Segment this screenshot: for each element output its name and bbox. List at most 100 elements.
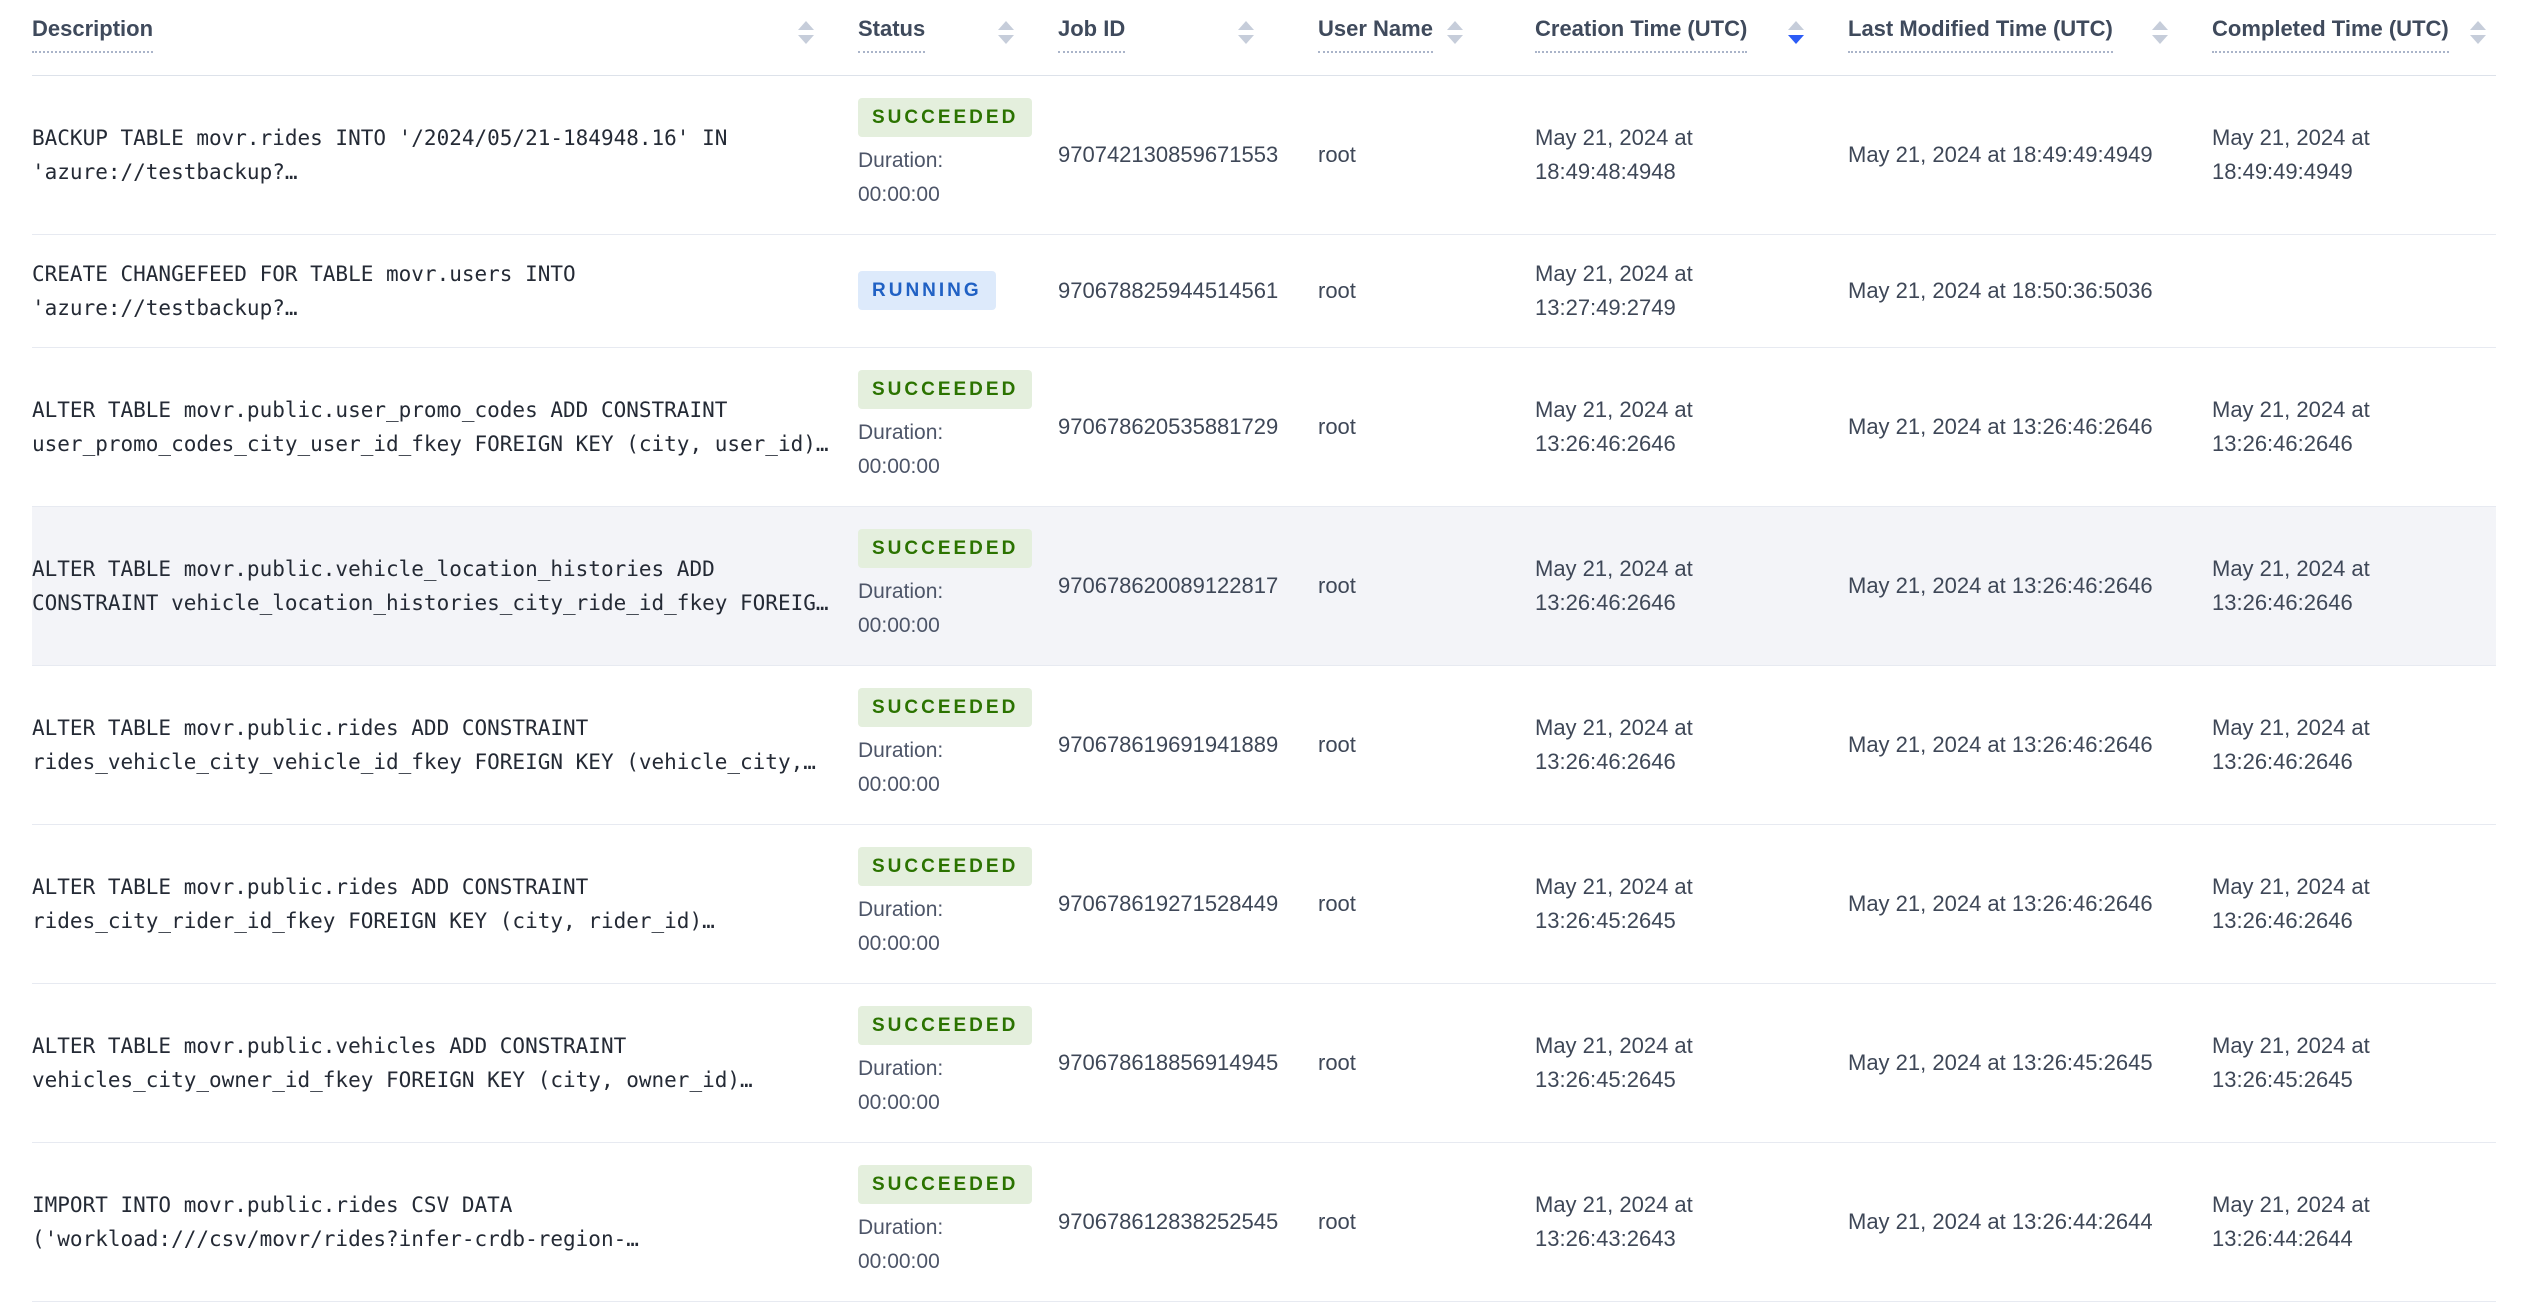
sort-arrow-down-icon <box>798 35 814 44</box>
job-id: 970678612838252545 <box>1058 1208 1279 1234</box>
user-name: root <box>1318 1208 1356 1234</box>
status-badge: SUCCEEDED <box>858 369 1033 409</box>
completed-time: May 21, 2024 at 13:26:46:2646 <box>2212 873 2370 933</box>
description-cell: IMPORT INTO movr.public.rides CSV DATA (… <box>32 1142 858 1301</box>
sort-arrow-up-icon <box>2152 21 2168 30</box>
job-description-line2: rides_city_rider_id_fkey FOREIGN KEY (ci… <box>32 908 715 933</box>
sort-arrow-up-icon <box>998 21 1014 30</box>
creation-time: May 21, 2024 at 13:26:45:2645 <box>1535 1032 1693 1092</box>
job-description-line2: ('workload:///csv/movr/rides?infer-crdb-… <box>32 1226 639 1251</box>
job-id: 970678620089122817 <box>1058 572 1279 598</box>
last-modified-time: May 21, 2024 at 13:26:46:2646 <box>1848 572 2153 598</box>
job-description-link[interactable]: IMPORT INTO movr.public.rides CSV DATA (… <box>32 1188 834 1256</box>
description-cell: ALTER TABLE movr.public.vehicle_location… <box>32 506 858 665</box>
sort-arrow-up-icon <box>1447 21 1463 30</box>
job-duration-label: Duration: <box>858 1215 944 1239</box>
job-description-line2: 'azure://testbackup?… <box>32 159 298 184</box>
column-header-label: User Name <box>1318 16 1433 53</box>
job-id: 970678619691941889 <box>1058 731 1279 757</box>
job-duration: Duration: 00:00:00 <box>858 1052 1034 1120</box>
last-modified-time: May 21, 2024 at 13:26:44:2644 <box>1848 1208 2153 1234</box>
completed-time: May 21, 2024 at 13:26:45:2645 <box>2212 1032 2370 1092</box>
job-id: 970678825944514561 <box>1058 277 1279 303</box>
creation-time-cell: May 21, 2024 at 13:26:43:2643 <box>1535 1142 1848 1301</box>
job-description-link[interactable]: ALTER TABLE movr.public.rides ADD CONSTR… <box>32 870 834 938</box>
column-header-label: Status <box>858 16 926 53</box>
sort-icon[interactable] <box>798 21 814 44</box>
user-name-cell: root <box>1318 347 1535 506</box>
completed-time-cell <box>2212 234 2496 347</box>
sort-arrow-down-icon <box>1788 35 1804 44</box>
sort-arrow-up-icon <box>2470 21 2486 30</box>
last-modified-time: May 21, 2024 at 13:26:45:2645 <box>1848 1049 2153 1075</box>
creation-time: May 21, 2024 at 13:26:45:2645 <box>1535 873 1693 933</box>
column-header[interactable]: Creation Time (UTC) <box>1535 0 1848 76</box>
creation-time-cell: May 21, 2024 at 13:26:46:2646 <box>1535 347 1848 506</box>
sort-icon[interactable] <box>1788 21 1804 44</box>
column-header-label: Description <box>32 16 154 53</box>
sort-icon[interactable] <box>2152 21 2168 44</box>
user-name: root <box>1318 1049 1356 1075</box>
column-header-label: Job ID <box>1058 16 1126 53</box>
job-duration: Duration: 00:00:00 <box>858 1211 1034 1279</box>
status-cell: SUCCEEDED Duration: 00:00:00 <box>858 983 1058 1142</box>
sort-icon[interactable] <box>1447 21 1463 44</box>
job-description-link[interactable]: ALTER TABLE movr.public.user_promo_codes… <box>32 393 834 461</box>
column-header[interactable]: Last Modified Time (UTC) <box>1848 0 2212 76</box>
sort-arrow-down-icon <box>2152 35 2168 44</box>
user-name: root <box>1318 277 1356 303</box>
job-duration-value: 00:00:00 <box>858 454 940 478</box>
job-duration: Duration: 00:00:00 <box>858 893 1034 961</box>
last-modified-time: May 21, 2024 at 18:50:36:5036 <box>1848 277 2153 303</box>
sort-arrow-down-icon <box>1238 35 1254 44</box>
completed-time-cell: May 21, 2024 at 13:26:45:2645 <box>2212 983 2496 1142</box>
job-duration-label: Duration: <box>858 1056 944 1080</box>
sort-arrow-up-icon <box>1238 21 1254 30</box>
status-cell: SUCCEEDED Duration: 00:00:00 <box>858 1142 1058 1301</box>
user-name-cell: root <box>1318 506 1535 665</box>
user-name-cell: root <box>1318 75 1535 234</box>
job-duration: Duration: 00:00:00 <box>858 575 1034 643</box>
column-header[interactable]: Description <box>32 0 858 76</box>
last-modified-time: May 21, 2024 at 13:26:46:2646 <box>1848 890 2153 916</box>
last-modified-time-cell: May 21, 2024 at 18:49:49:4949 <box>1848 75 2212 234</box>
job-description-line1: ALTER TABLE movr.public.rides ADD CONSTR… <box>32 874 589 899</box>
user-name-cell: root <box>1318 1142 1535 1301</box>
completed-time-cell: May 21, 2024 at 18:49:49:4949 <box>2212 75 2496 234</box>
job-id-cell: 970742130859671553 <box>1058 75 1318 234</box>
column-header[interactable]: User Name <box>1318 0 1535 76</box>
description-cell: ALTER TABLE movr.public.rides ADD CONSTR… <box>32 824 858 983</box>
job-description-link[interactable]: ALTER TABLE movr.public.vehicle_location… <box>32 552 834 620</box>
job-description-link[interactable]: CREATE CHANGEFEED FOR TABLE movr.users I… <box>32 257 834 325</box>
creation-time-cell: May 21, 2024 at 18:49:48:4948 <box>1535 75 1848 234</box>
last-modified-time: May 21, 2024 at 18:49:49:4949 <box>1848 141 2153 167</box>
job-description-line1: ALTER TABLE movr.public.rides ADD CONSTR… <box>32 715 589 740</box>
job-description-line1: ALTER TABLE movr.public.vehicles ADD CON… <box>32 1033 627 1058</box>
description-cell: CREATE CHANGEFEED FOR TABLE movr.users I… <box>32 234 858 347</box>
column-header[interactable]: Completed Time (UTC) <box>2212 0 2496 76</box>
sort-arrow-down-icon <box>2470 35 2486 44</box>
job-id-cell: 970678825944514561 <box>1058 234 1318 347</box>
sort-icon[interactable] <box>1238 21 1254 44</box>
job-description-link[interactable]: ALTER TABLE movr.public.vehicles ADD CON… <box>32 1029 834 1097</box>
column-header[interactable]: Job ID <box>1058 0 1318 76</box>
job-description-link[interactable]: ALTER TABLE movr.public.rides ADD CONSTR… <box>32 711 834 779</box>
status-badge: SUCCEEDED <box>858 528 1033 568</box>
completed-time-cell: May 21, 2024 at 13:26:46:2646 <box>2212 347 2496 506</box>
status-cell: RUNNING <box>858 234 1058 347</box>
sort-icon[interactable] <box>2470 21 2486 44</box>
job-id: 970678620535881729 <box>1058 413 1279 439</box>
job-duration: Duration: 00:00:00 <box>858 144 1034 212</box>
creation-time-cell: May 21, 2024 at 13:26:45:2645 <box>1535 824 1848 983</box>
sort-icon[interactable] <box>998 21 1014 44</box>
job-duration-label: Duration: <box>858 420 944 444</box>
completed-time-cell: May 21, 2024 at 13:26:46:2646 <box>2212 665 2496 824</box>
last-modified-time-cell: May 21, 2024 at 13:26:46:2646 <box>1848 347 2212 506</box>
job-description-link[interactable]: BACKUP TABLE movr.rides INTO '/2024/05/2… <box>32 121 834 189</box>
user-name: root <box>1318 731 1356 757</box>
job-id-cell: 970678620535881729 <box>1058 347 1318 506</box>
job-duration-value: 00:00:00 <box>858 1249 940 1273</box>
column-header[interactable]: Status <box>858 0 1058 76</box>
last-modified-time-cell: May 21, 2024 at 13:26:46:2646 <box>1848 824 2212 983</box>
